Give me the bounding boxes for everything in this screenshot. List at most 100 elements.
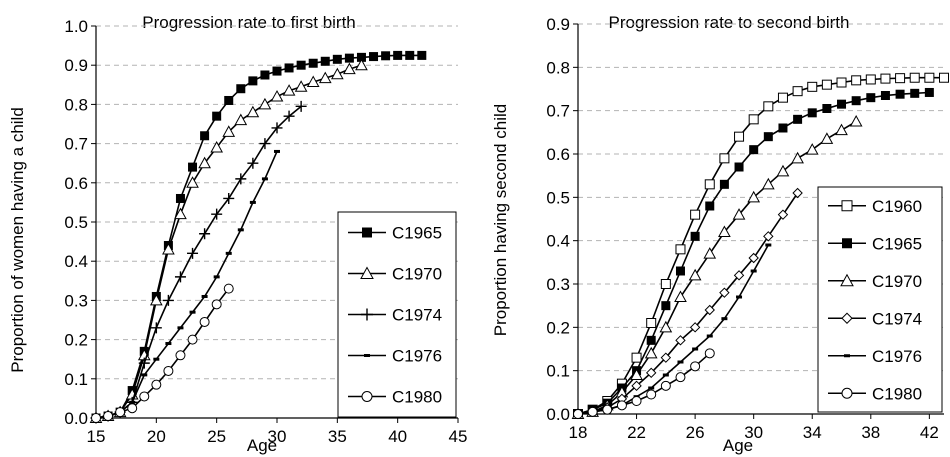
legend: C1960 C1965 C1970 C1974 C1976 C1980 bbox=[817, 186, 943, 413]
data-point bbox=[645, 367, 657, 379]
legend-label: C1974 bbox=[872, 309, 922, 328]
series-line bbox=[577, 352, 711, 415]
data-point bbox=[248, 76, 258, 86]
data-point bbox=[807, 108, 817, 118]
data-point bbox=[844, 354, 850, 358]
y-tick-label: 0.9 bbox=[64, 56, 88, 75]
data-point bbox=[141, 373, 148, 377]
data-point bbox=[704, 348, 715, 359]
y-tick-label: 0.5 bbox=[64, 213, 88, 232]
data-point bbox=[661, 301, 671, 311]
chart-title: Progression rate to first birth bbox=[142, 13, 356, 32]
data-point bbox=[222, 125, 236, 137]
legend: C1965 C1970 C1974 C1976 C1980 bbox=[337, 211, 457, 418]
data-point bbox=[674, 290, 687, 302]
data-point bbox=[689, 322, 701, 333]
y-tick-label: 0.8 bbox=[546, 58, 570, 77]
y-tick-label: 0.2 bbox=[64, 331, 88, 350]
data-point bbox=[631, 352, 642, 363]
data-point bbox=[842, 238, 852, 249]
data-point bbox=[188, 162, 198, 172]
data-point bbox=[837, 99, 847, 109]
data-point bbox=[807, 81, 818, 92]
data-point bbox=[631, 396, 642, 406]
data-point bbox=[213, 275, 220, 279]
data-point bbox=[630, 368, 643, 380]
data-point bbox=[308, 58, 318, 68]
data-point bbox=[91, 413, 101, 423]
data-point bbox=[660, 380, 671, 391]
data-point bbox=[660, 279, 671, 289]
x-tick-label: 22 bbox=[627, 423, 646, 442]
x-tick-label: 34 bbox=[803, 423, 822, 442]
y-axis-label: Proportion of women having a child bbox=[8, 107, 27, 373]
series-line bbox=[95, 54, 422, 419]
data-point bbox=[259, 138, 271, 150]
data-point bbox=[274, 149, 280, 153]
data-point bbox=[344, 53, 354, 63]
legend-entry: C1976 bbox=[348, 347, 442, 366]
data-point bbox=[777, 92, 788, 103]
y-tick-label: 0.0 bbox=[546, 405, 570, 424]
data-point bbox=[909, 72, 920, 83]
series-line bbox=[95, 288, 230, 419]
data-point bbox=[616, 400, 627, 411]
series-c1970 bbox=[89, 58, 368, 423]
data-point bbox=[223, 283, 234, 294]
x-tick-label: 42 bbox=[920, 423, 939, 442]
data-point bbox=[212, 111, 222, 121]
data-point bbox=[840, 273, 854, 287]
x-tick-label: 38 bbox=[861, 423, 880, 442]
series-c1976 bbox=[575, 243, 772, 416]
data-point bbox=[648, 386, 655, 390]
data-point bbox=[750, 269, 757, 273]
data-point bbox=[258, 97, 272, 110]
data-point bbox=[822, 104, 832, 113]
data-point bbox=[791, 151, 804, 164]
data-point bbox=[381, 51, 391, 61]
x-tick-label: 20 bbox=[147, 427, 166, 446]
data-point bbox=[174, 271, 186, 283]
data-point bbox=[294, 80, 308, 92]
data-point bbox=[225, 251, 232, 255]
data-point bbox=[749, 145, 759, 155]
data-point bbox=[849, 114, 863, 127]
data-point bbox=[369, 52, 379, 62]
data-point bbox=[851, 75, 862, 86]
legend-label: C1970 bbox=[392, 265, 442, 284]
x-tick-label: 45 bbox=[449, 427, 468, 446]
data-point bbox=[747, 190, 761, 203]
x-tick-label: 35 bbox=[328, 427, 347, 446]
data-point bbox=[260, 70, 270, 80]
data-point bbox=[210, 140, 224, 153]
y-tick-label: 0.0 bbox=[64, 409, 88, 428]
data-point bbox=[129, 400, 136, 404]
legend-entry: C1965 bbox=[828, 234, 922, 253]
y-tick-label: 0.5 bbox=[546, 188, 570, 207]
data-point bbox=[631, 380, 642, 392]
data-point bbox=[163, 365, 174, 376]
data-point bbox=[763, 101, 774, 112]
data-point bbox=[706, 334, 713, 338]
data-point bbox=[246, 105, 260, 118]
data-point bbox=[235, 173, 247, 185]
data-point bbox=[587, 406, 598, 417]
y-tick-label: 0.4 bbox=[546, 232, 570, 251]
series-line bbox=[95, 64, 362, 419]
data-point bbox=[343, 62, 356, 75]
legend-box bbox=[817, 186, 943, 413]
series-line bbox=[577, 120, 857, 415]
data-point bbox=[690, 231, 700, 241]
y-tick-label: 1.0 bbox=[64, 17, 88, 36]
x-tick-label: 15 bbox=[87, 427, 106, 446]
data-point bbox=[675, 335, 686, 346]
data-point bbox=[805, 143, 819, 155]
data-point bbox=[198, 156, 211, 169]
data-point bbox=[283, 110, 295, 122]
data-point bbox=[763, 231, 774, 242]
data-point bbox=[659, 320, 673, 333]
data-point bbox=[295, 100, 307, 112]
legend-entry: C1970 bbox=[828, 272, 922, 291]
data-point bbox=[177, 326, 184, 330]
y-tick-label: 0.4 bbox=[64, 252, 88, 271]
